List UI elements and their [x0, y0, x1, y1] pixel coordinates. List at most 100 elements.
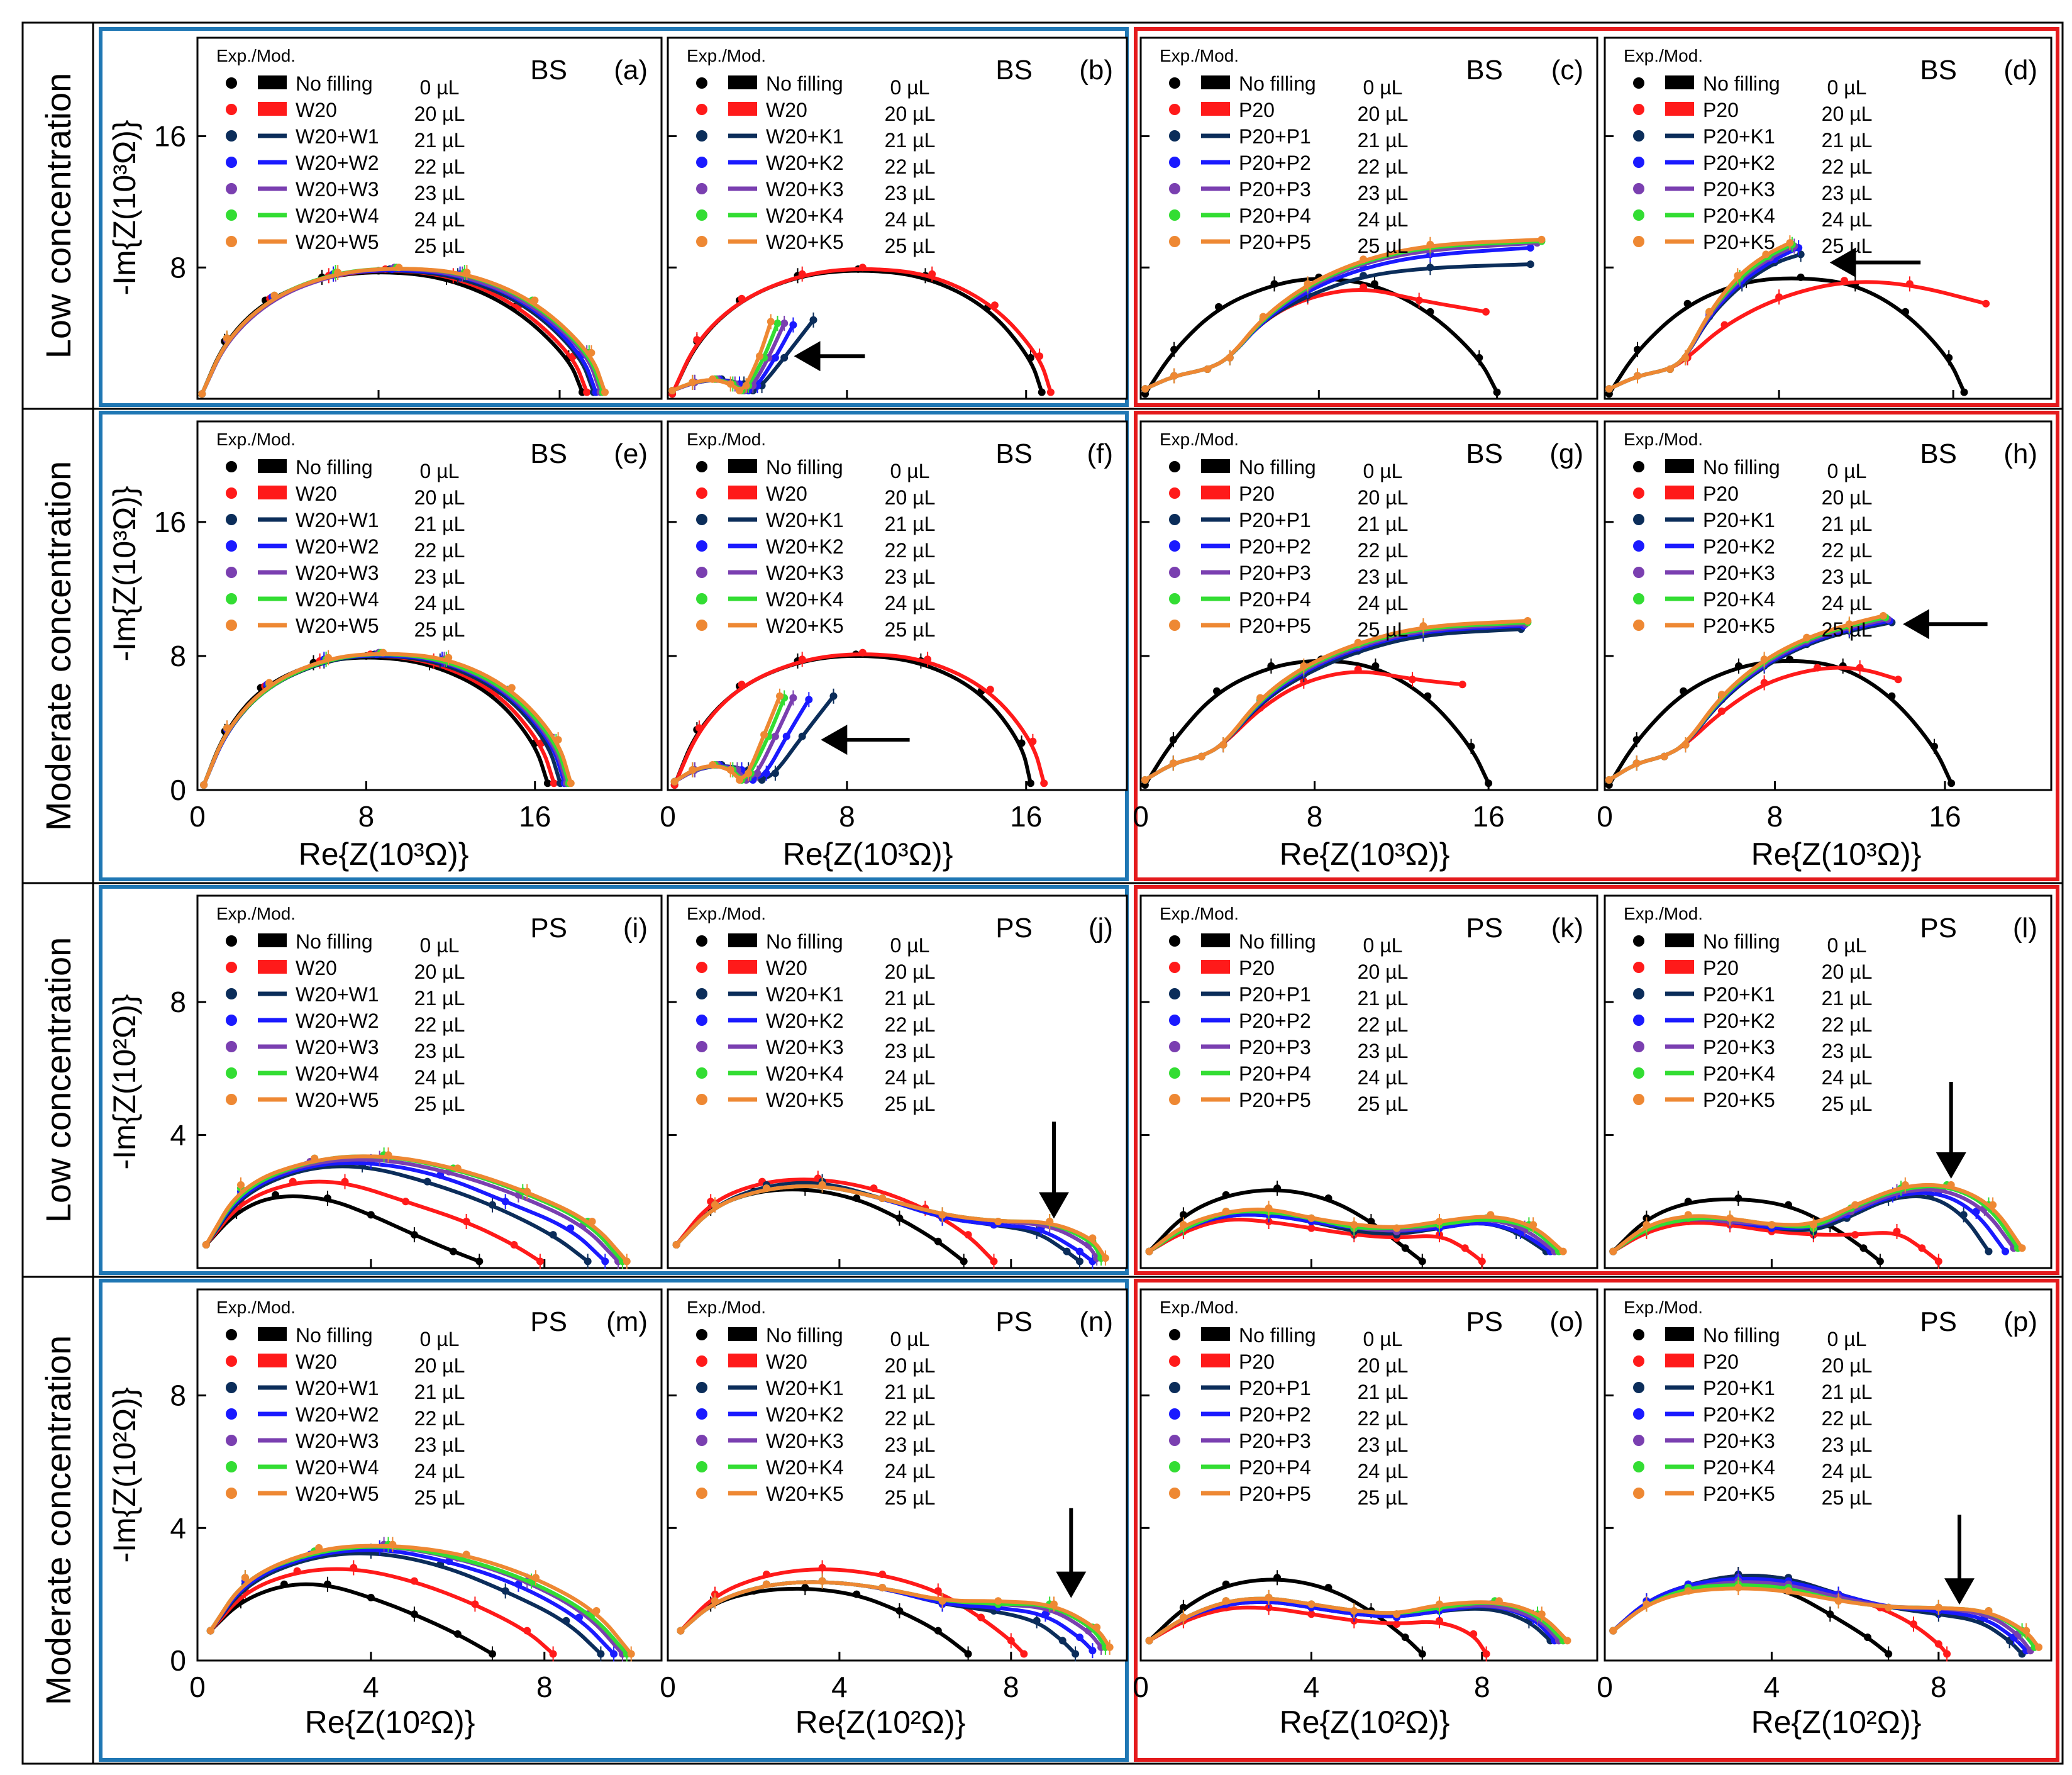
legend-entry: P20+P1 21 µL [1169, 983, 1408, 1010]
data-point [934, 1237, 942, 1245]
series-w20-k5 [672, 1177, 1109, 1266]
legend-label: P20+P3 [1239, 562, 1311, 584]
data-point [1324, 1584, 1332, 1592]
legend-marker [1633, 130, 1644, 142]
legend-marker [1169, 1041, 1180, 1052]
x-axis-title-n: Re{Z(10²Ω)} [795, 1705, 966, 1740]
legend-volume: 0 µL [1363, 460, 1403, 482]
data-point [1360, 283, 1368, 291]
legend-label: No filling [766, 72, 843, 95]
row-label-4: Moderate concentration [38, 1335, 78, 1705]
legend-marker [1633, 104, 1644, 115]
legend-entry: P20+K5 25 µL [1633, 1089, 1872, 1115]
model-line [204, 1160, 607, 1264]
sample-tag: BS [530, 438, 567, 469]
legend-label: P20+P5 [1239, 615, 1311, 637]
plot-frame [1139, 1288, 1598, 1662]
legend-entry: W20+K4 24 µL [696, 1062, 935, 1089]
legend-line [1665, 960, 1694, 974]
data-point [1493, 388, 1501, 396]
data-point [1605, 385, 1613, 393]
plot-frame [196, 420, 663, 791]
sample-tag: PS [1920, 1306, 1957, 1337]
legend-volume: 24 µL [1358, 592, 1409, 615]
legend-label: W20+K3 [766, 178, 844, 201]
x-tick-label: 8 [1474, 1671, 1490, 1703]
legend-marker [1169, 540, 1180, 552]
y-axis-title-row-3: -Im{Z(10²Ω)} [107, 994, 142, 1169]
legend-volume: 21 µL [414, 513, 465, 535]
legend-label: P20+K4 [1703, 588, 1775, 611]
y-tick-label-zero: 0 [170, 774, 186, 806]
series-p20-p5 [1141, 617, 1532, 784]
y-tick-label: 8 [170, 986, 186, 1018]
model-line [204, 1194, 482, 1264]
legend-marker [1633, 1382, 1644, 1393]
x-axis-title-e: Re{Z(10³Ω)} [299, 837, 469, 872]
legend-marker [1633, 487, 1644, 499]
legend-entry: W20+W4 24 µL [226, 1062, 465, 1089]
legend-entry: W20 20 µL [696, 957, 935, 983]
legend-entry: P20+P1 21 µL [1169, 125, 1408, 152]
legend-volume: 23 µL [414, 182, 465, 204]
legend-entry: P20+P2 22 µL [1169, 1403, 1408, 1430]
legend-marker [1169, 130, 1180, 142]
legend-entry: P20 20 µL [1169, 99, 1408, 125]
x-tick-label: 4 [831, 1671, 848, 1703]
data-point [1354, 638, 1362, 647]
legend-entry: W20+K1 21 µL [696, 1377, 935, 1403]
panel-letter: (b) [1079, 55, 1113, 86]
legend-entry: W20+K2 22 µL [696, 1403, 935, 1430]
legend-volume: 21 µL [1358, 987, 1409, 1010]
legend-entry: P20+P4 24 µL [1169, 588, 1408, 615]
legend-marker [226, 1015, 237, 1026]
legend-marker [226, 1382, 237, 1393]
data-point [1902, 308, 1909, 316]
legend-marker [1169, 183, 1180, 194]
legend-marker [1633, 461, 1644, 472]
legend-marker [1169, 236, 1180, 247]
x-tick-label: 0 [660, 1671, 676, 1703]
data-point [994, 1218, 1002, 1225]
model-line [1147, 1605, 1488, 1656]
data-point [1605, 776, 1613, 784]
legend-line [1201, 960, 1230, 974]
model-line [670, 267, 1053, 396]
y-tick-label-zero: 0 [170, 1644, 186, 1677]
legend-volume: 20 µL [885, 960, 936, 983]
y-axis-title-row-2: -Im{Z(10³Ω)} [107, 486, 142, 661]
model-line [208, 1551, 603, 1656]
data-point [1666, 365, 1674, 373]
legend-marker [696, 1041, 707, 1052]
legend-marker [1169, 1408, 1180, 1420]
legend-entry: W20 20 µL [226, 99, 465, 125]
legend-marker [226, 1435, 237, 1446]
data-point [1026, 779, 1034, 787]
legend-entry: P20+K3 23 µL [1633, 178, 1872, 204]
legend-label: P20 [1703, 99, 1739, 121]
legend-entry: W20+W3 23 µL [226, 1430, 465, 1456]
legend-label: P20+P5 [1239, 1483, 1311, 1505]
legend-entry: W20+K5 25 µL [696, 615, 935, 641]
legend-entry: W20 20 µL [696, 1350, 935, 1377]
data-point [934, 1627, 942, 1635]
legend-label: P20 [1703, 1350, 1739, 1373]
legend-line [258, 75, 287, 89]
model-line [208, 1582, 494, 1656]
legend-entry: No filling 0 µL [1169, 456, 1402, 482]
data-point [200, 781, 208, 789]
legend-marker [696, 1435, 707, 1446]
series-w20-w5 [198, 264, 609, 398]
data-point [1461, 1244, 1469, 1252]
legend-label: P20+K2 [1703, 152, 1775, 174]
oil-group-box-4 [1134, 1279, 2059, 1762]
data-point [760, 731, 768, 739]
legend-entry: No filling 0 µL [1169, 930, 1402, 957]
series-p20-k5 [1609, 1580, 2043, 1651]
legend-line [258, 960, 287, 974]
legend-label: W20+W4 [296, 588, 379, 611]
data-point [1918, 1244, 1926, 1252]
legend-marker [1169, 593, 1180, 604]
legend-entry: W20+K4 24 µL [696, 1456, 935, 1483]
